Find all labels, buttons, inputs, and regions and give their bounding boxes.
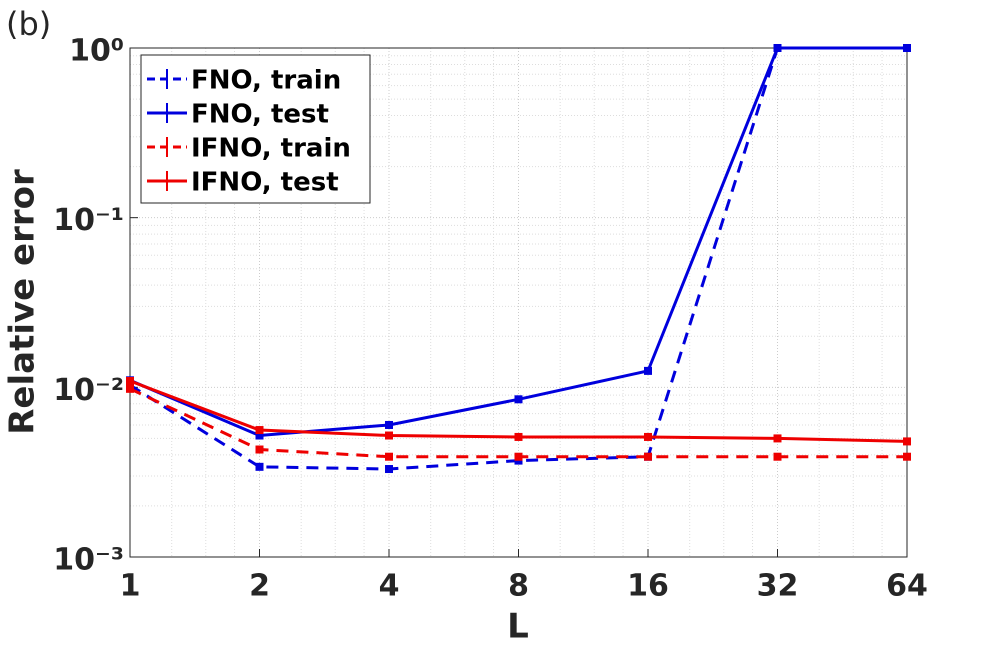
data-point [255,431,264,440]
data-point [385,420,393,429]
data-point [773,452,782,461]
x-tick-label: 16 [627,569,669,604]
data-point [644,366,652,375]
data-point [903,437,911,446]
y-tick-label: 10⁻¹ [53,203,124,238]
x-tick-label: 8 [508,569,529,604]
data-point [255,426,264,435]
data-point [126,376,134,385]
legend-label: IFNO, test [191,168,339,198]
data-point [255,462,264,471]
y-tick-label: 10⁻³ [53,543,124,578]
data-point [514,432,523,441]
x-tick-label: 1 [120,569,141,604]
data-point [903,44,911,52]
x-tick-label: 4 [379,569,400,604]
panel-label: (b) [6,5,51,43]
plot-frame [129,47,908,558]
y-tick-label: 10⁰ [69,34,124,69]
data-point [773,44,782,52]
y-axis-label: Relative error [3,169,43,435]
data-point [773,434,782,443]
data-point [385,452,393,461]
data-point [644,432,652,441]
data-point [255,445,264,454]
data-point [644,452,652,461]
legend-label: IFNO, train [191,134,351,164]
data-point [514,452,523,461]
data-point [385,465,393,474]
x-tick-label: 64 [886,569,928,604]
x-tick-label: 32 [757,569,799,604]
y-tick-label: 10⁻² [53,373,124,408]
x-axis-label: L [507,607,529,647]
x-tick-label: 2 [249,569,270,604]
data-point [126,384,134,393]
legend-label: FNO, train [191,66,341,96]
data-point [514,395,523,404]
data-point [903,452,911,461]
data-point [385,431,393,440]
legend-label: FNO, test [191,100,329,130]
